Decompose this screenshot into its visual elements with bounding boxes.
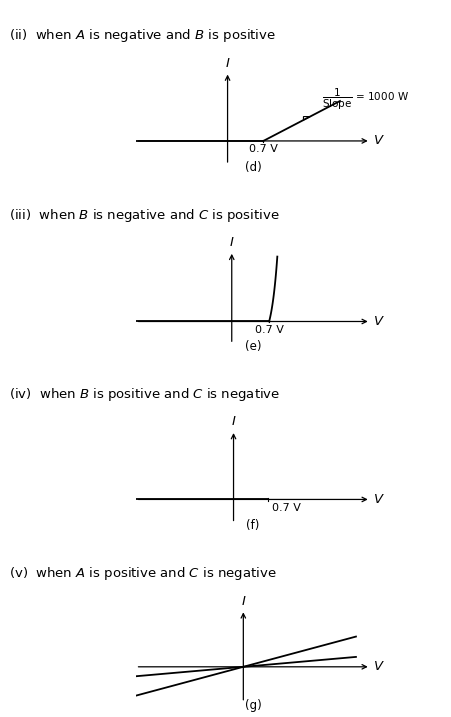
Text: (iv)  when $B$ is positive and $C$ is negative: (iv) when $B$ is positive and $C$ is neg… (9, 386, 280, 403)
Text: 0.7 V: 0.7 V (254, 325, 283, 335)
Text: $I$: $I$ (230, 415, 236, 428)
Text: (v)  when $A$ is positive and $C$ is negative: (v) when $A$ is positive and $C$ is nega… (9, 565, 276, 582)
Text: 0.7 V: 0.7 V (271, 503, 300, 513)
Text: $I$: $I$ (240, 594, 245, 607)
Text: (g): (g) (244, 698, 261, 712)
Text: (e): (e) (244, 340, 261, 353)
Text: $\dfrac{1}{\mathrm{Slope}}$ = 1000 W: $\dfrac{1}{\mathrm{Slope}}$ = 1000 W (322, 87, 408, 113)
Text: (iii)  when $B$ is negative and $C$ is positive: (iii) when $B$ is negative and $C$ is po… (9, 206, 279, 224)
Text: (ii)  when $A$ is negative and $B$ is positive: (ii) when $A$ is negative and $B$ is pos… (9, 27, 275, 44)
Text: $V$: $V$ (372, 493, 384, 506)
Text: $V$: $V$ (373, 315, 384, 328)
Text: $V$: $V$ (373, 135, 384, 148)
Text: $V$: $V$ (372, 660, 384, 673)
Text: $I$: $I$ (229, 236, 234, 249)
Text: (f): (f) (246, 519, 259, 533)
Text: $I$: $I$ (224, 57, 230, 70)
Text: (d): (d) (244, 161, 261, 174)
Text: 0.7 V: 0.7 V (249, 144, 277, 154)
